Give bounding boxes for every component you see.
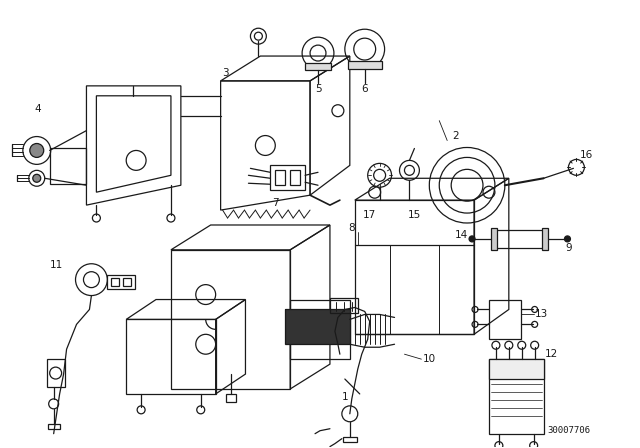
Text: 7: 7: [272, 198, 278, 208]
Text: 4: 4: [35, 104, 41, 114]
Bar: [111, 278, 119, 286]
Text: 8: 8: [349, 223, 355, 233]
Text: 3: 3: [222, 68, 229, 78]
Text: 5: 5: [315, 84, 321, 94]
Text: 13: 13: [535, 310, 548, 319]
Text: 2: 2: [452, 130, 458, 141]
Bar: [330, 297, 358, 314]
Text: 14: 14: [454, 230, 468, 240]
Bar: [285, 310, 350, 344]
Text: 30007706: 30007706: [547, 426, 590, 435]
Bar: [541, 228, 548, 250]
Bar: [124, 278, 131, 286]
Bar: [48, 424, 60, 429]
Bar: [275, 170, 285, 185]
Bar: [343, 437, 356, 442]
Text: 6: 6: [362, 84, 368, 94]
Text: 1: 1: [342, 392, 348, 402]
Text: 15: 15: [408, 210, 421, 220]
Bar: [285, 310, 350, 344]
Text: 16: 16: [580, 151, 593, 160]
Bar: [494, 230, 543, 248]
Bar: [489, 359, 543, 379]
Bar: [348, 61, 381, 69]
Bar: [491, 228, 497, 250]
Text: 12: 12: [545, 349, 558, 359]
Bar: [355, 200, 474, 334]
Bar: [47, 359, 65, 387]
Bar: [290, 300, 350, 359]
Bar: [290, 170, 300, 185]
Circle shape: [33, 174, 41, 182]
Circle shape: [30, 143, 44, 157]
Text: 9: 9: [565, 243, 572, 253]
Bar: [225, 394, 236, 402]
Bar: [305, 63, 331, 70]
Circle shape: [564, 236, 570, 242]
Bar: [50, 148, 86, 184]
Bar: [270, 165, 305, 190]
Text: 10: 10: [423, 354, 436, 364]
Text: 11: 11: [50, 260, 63, 270]
Bar: [489, 300, 521, 339]
Circle shape: [469, 236, 475, 242]
Bar: [108, 275, 135, 289]
Bar: [489, 359, 543, 434]
Text: 17: 17: [363, 210, 376, 220]
